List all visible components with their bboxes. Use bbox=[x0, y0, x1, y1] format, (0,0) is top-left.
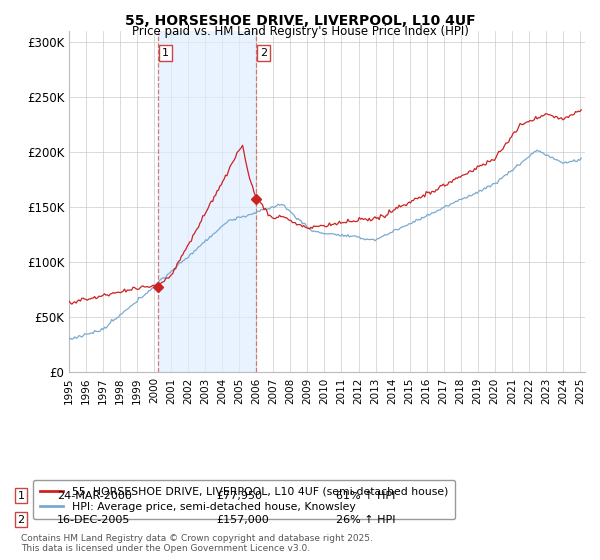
Text: 55, HORSESHOE DRIVE, LIVERPOOL, L10 4UF: 55, HORSESHOE DRIVE, LIVERPOOL, L10 4UF bbox=[125, 14, 475, 28]
Text: 24-MAR-2000: 24-MAR-2000 bbox=[57, 491, 132, 501]
Text: 16-DEC-2005: 16-DEC-2005 bbox=[57, 515, 130, 525]
Text: £77,950: £77,950 bbox=[216, 491, 262, 501]
Text: 1: 1 bbox=[17, 491, 25, 501]
Text: Price paid vs. HM Land Registry's House Price Index (HPI): Price paid vs. HM Land Registry's House … bbox=[131, 25, 469, 38]
Text: 2: 2 bbox=[260, 48, 267, 58]
Legend: 55, HORSESHOE DRIVE, LIVERPOOL, L10 4UF (semi-detached house), HPI: Average pric: 55, HORSESHOE DRIVE, LIVERPOOL, L10 4UF … bbox=[33, 480, 455, 519]
Text: 61% ↑ HPI: 61% ↑ HPI bbox=[336, 491, 395, 501]
Text: 26% ↑ HPI: 26% ↑ HPI bbox=[336, 515, 395, 525]
Text: 2: 2 bbox=[17, 515, 25, 525]
Text: £157,000: £157,000 bbox=[216, 515, 269, 525]
Text: 1: 1 bbox=[162, 48, 169, 58]
Text: Contains HM Land Registry data © Crown copyright and database right 2025.
This d: Contains HM Land Registry data © Crown c… bbox=[21, 534, 373, 553]
Bar bbox=[158, 31, 256, 372]
